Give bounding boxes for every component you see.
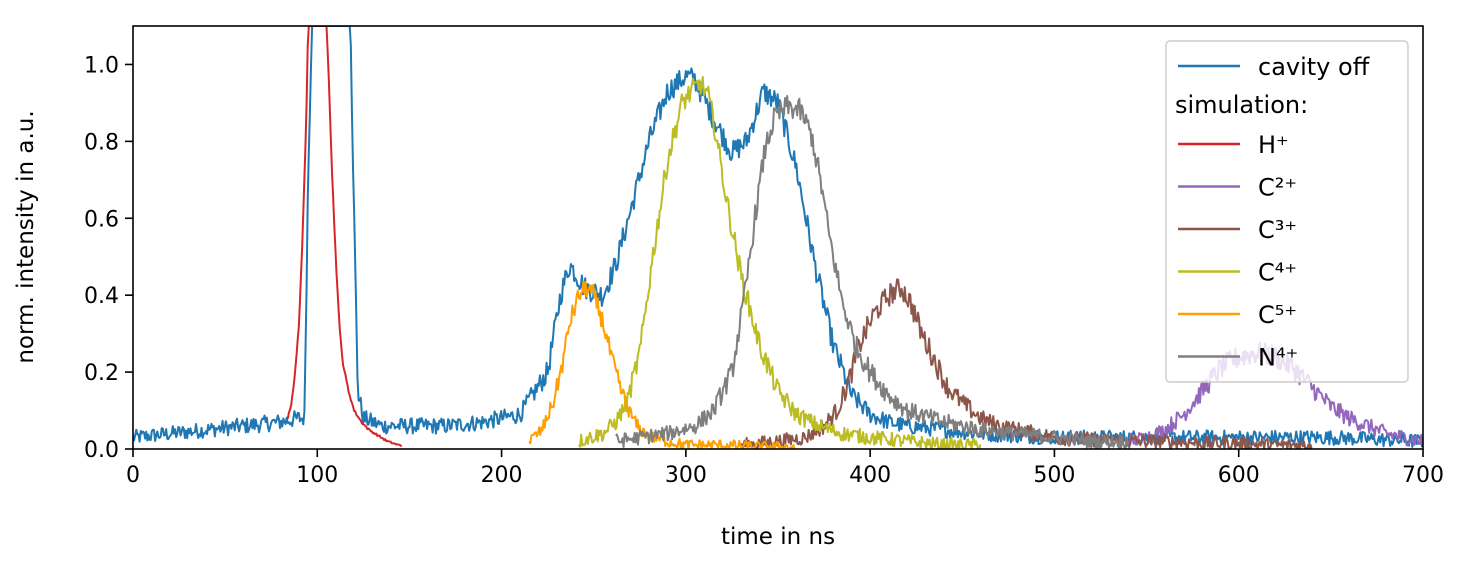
series-line-4	[578, 75, 982, 449]
x-axis-ticks: 0 100 200 300 400 500 600 700	[126, 449, 1444, 488]
y-axis-ticks: 0.0 0.2 0.4 0.6 0.8 1.0	[84, 53, 133, 463]
x-tick-label: 400	[849, 463, 891, 488]
series-line-1	[286, 26, 403, 448]
x-tick-label: 0	[126, 463, 140, 488]
y-tick-label: 0.0	[84, 438, 119, 463]
legend: cavity off simulation: H⁺ C²⁺ C³⁺ C⁴⁺ C⁵⁺ N⁴⁺	[1165, 40, 1409, 383]
legend-box	[1165, 40, 1409, 383]
x-tick-label: 500	[1033, 463, 1075, 488]
x-tick-label: 300	[665, 463, 707, 488]
legend-subheading: simulation:	[1175, 91, 1308, 119]
legend-label-5: C⁵⁺	[1258, 301, 1297, 329]
x-tick-label: 200	[481, 463, 523, 488]
plot-frame	[132, 25, 1424, 450]
x-tick-label: 700	[1402, 463, 1444, 488]
x-tick-label: 600	[1218, 463, 1260, 488]
x-axis-label: time in ns	[721, 524, 835, 550]
legend-label-1: H⁺	[1258, 131, 1289, 159]
y-axis-label: norm. intensity in a.u.	[13, 110, 39, 363]
legend-label-3: C³⁺	[1258, 216, 1297, 244]
legend-label-0: cavity off	[1258, 53, 1370, 81]
y-tick-label: 0.4	[84, 284, 119, 309]
legend-label-2: C²⁺	[1258, 174, 1297, 202]
x-tick-label: 100	[296, 463, 338, 488]
legend-label-6: N⁴⁺	[1258, 344, 1298, 372]
series-line-0	[133, 26, 1423, 448]
y-tick-label: 1.0	[84, 53, 119, 78]
series-line-6	[615, 95, 1129, 449]
y-tick-label: 0.6	[84, 207, 119, 232]
y-tick-label: 0.8	[84, 130, 119, 155]
y-tick-label: 0.2	[84, 361, 119, 386]
legend-label-4: C⁴⁺	[1258, 259, 1297, 287]
